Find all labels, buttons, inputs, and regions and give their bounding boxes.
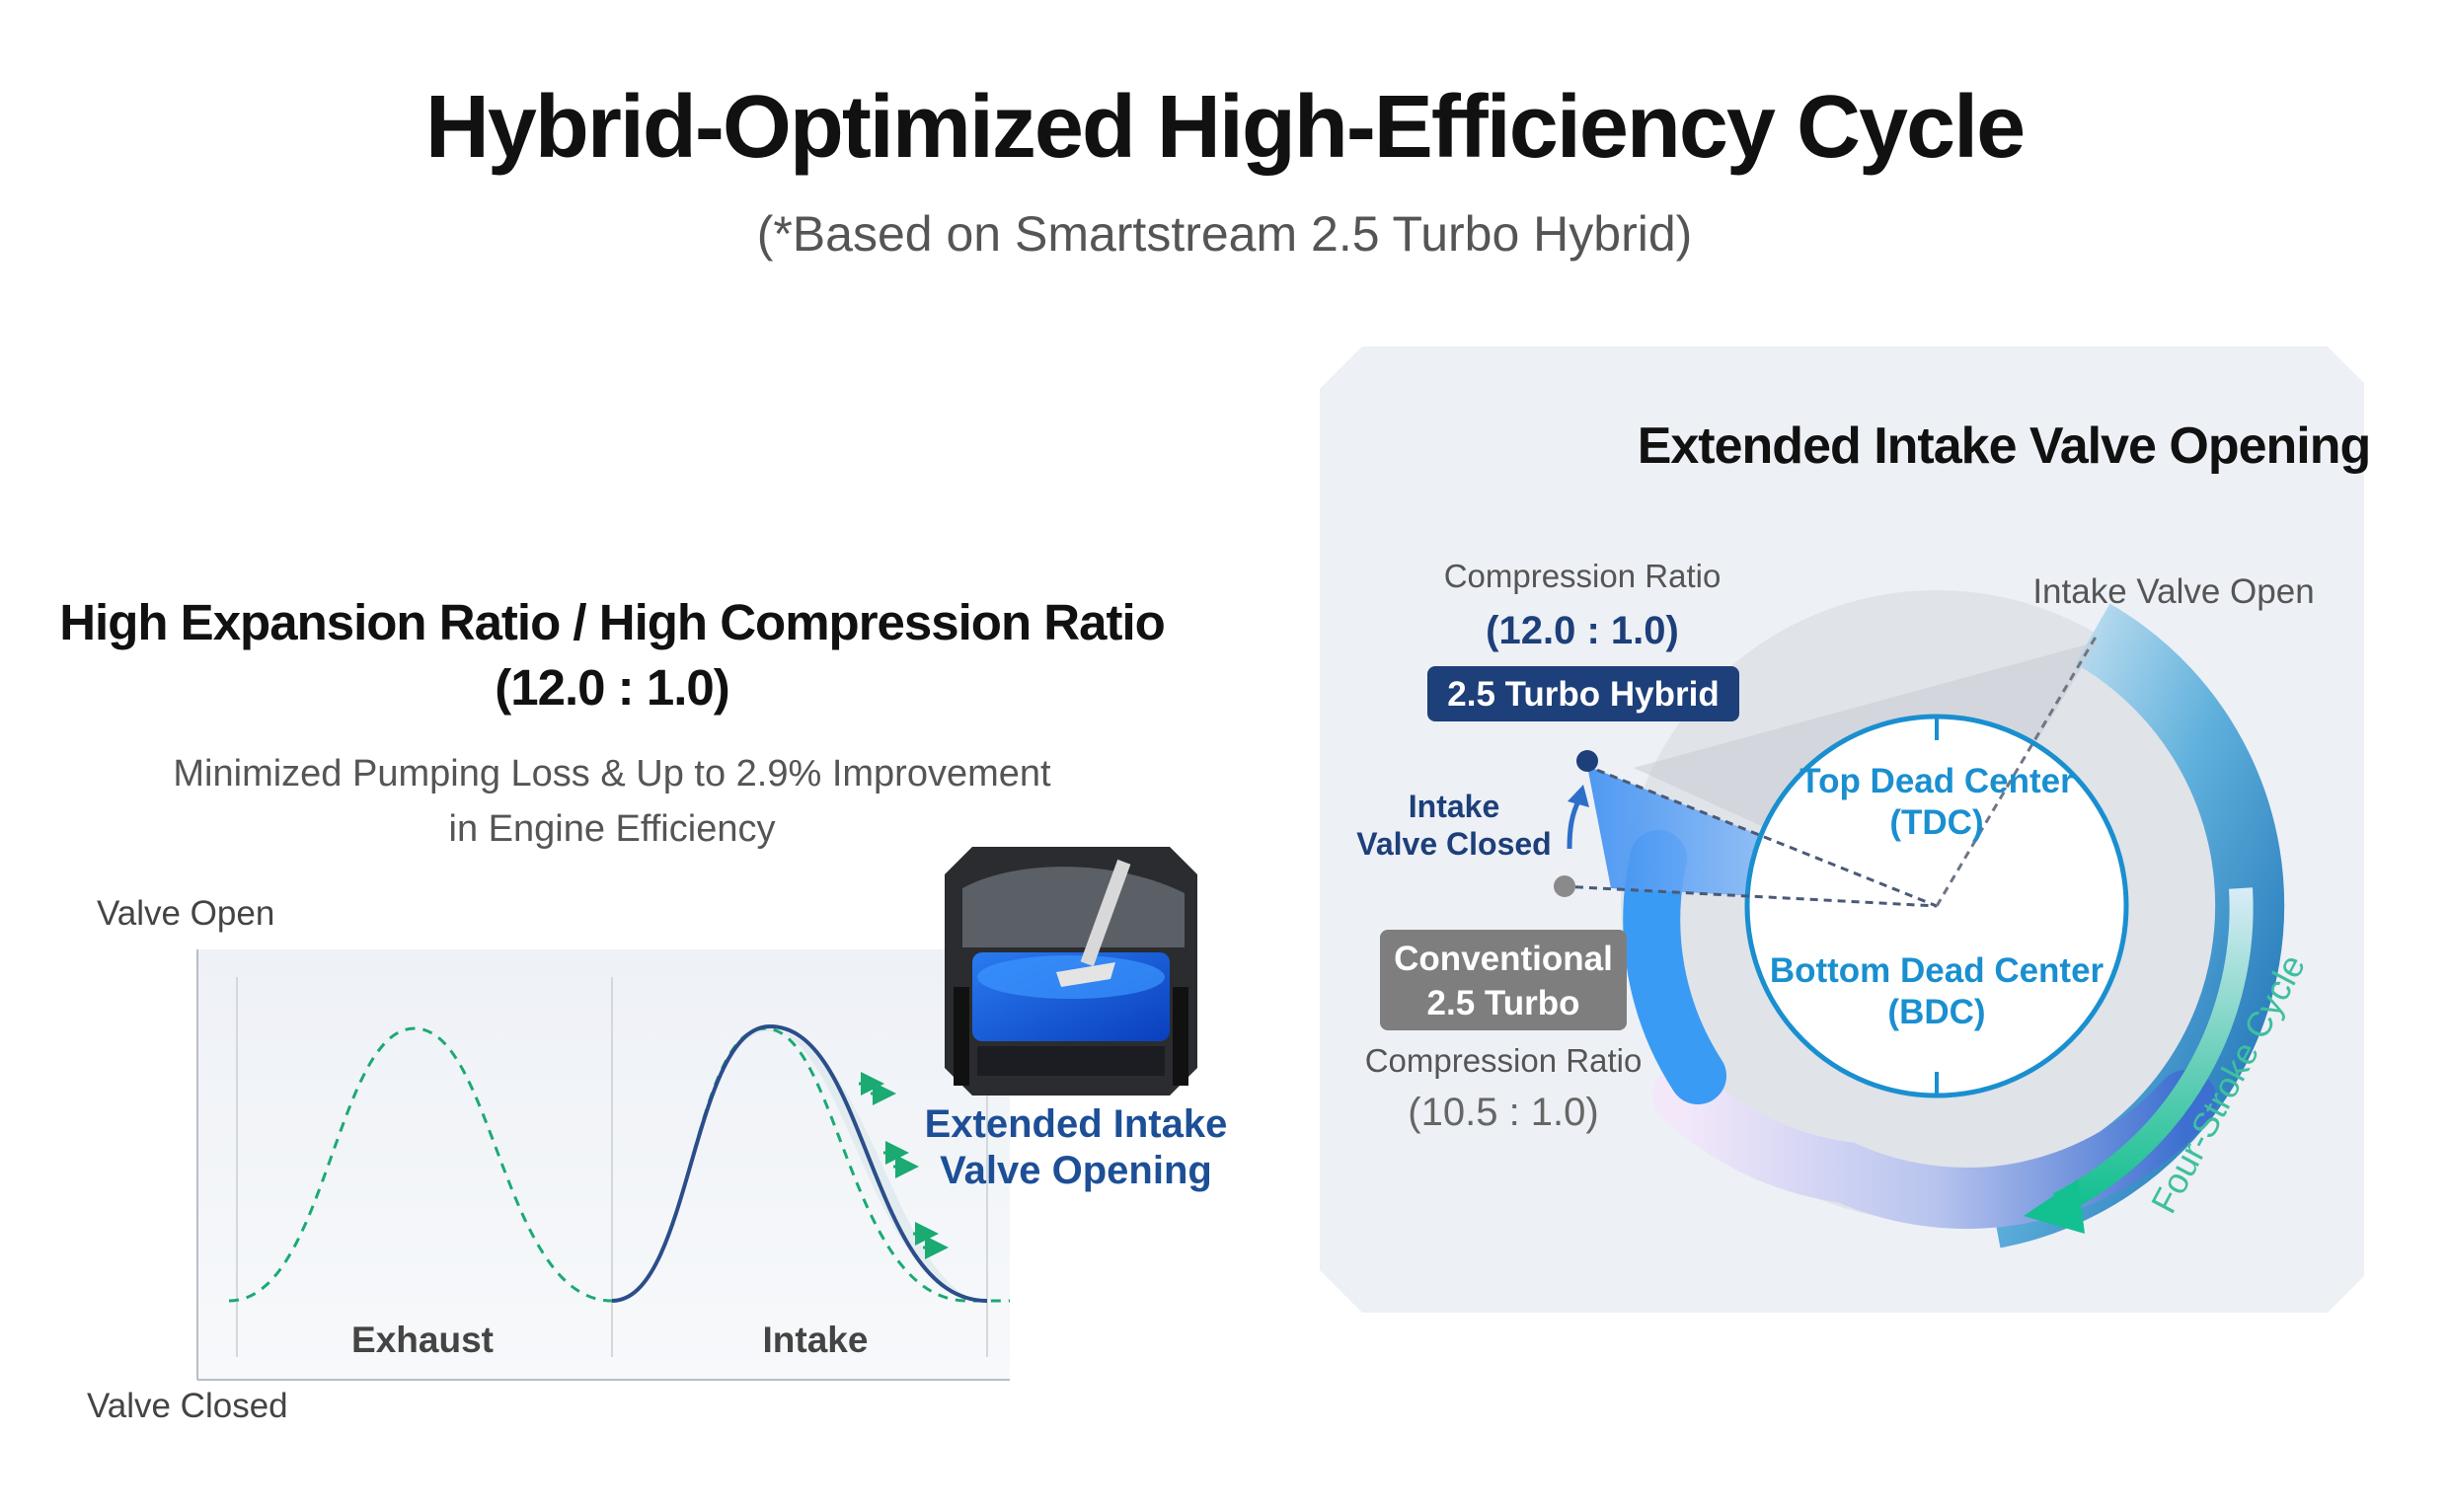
left-description: Minimized Pumping Loss & Up to 2.9% Impr… bbox=[39, 746, 1185, 857]
bdc-label-line1: Bottom Dead Center bbox=[1770, 951, 2105, 990]
left-section-title: High Expansion Ratio / High Compression … bbox=[39, 590, 1185, 720]
hybrid-ratio-value: (12.0 : 1.0) bbox=[1486, 609, 1679, 652]
tdc-label-line2: (TDC) bbox=[1889, 803, 1983, 842]
valve-closed-label: Valve Closed bbox=[87, 1387, 288, 1425]
ivc-label-line1: Intake bbox=[1409, 789, 1499, 824]
conventional-ivc-dot bbox=[1554, 875, 1575, 897]
ivo-line bbox=[1935, 633, 2100, 907]
conventional-ratio-value: (10.5 : 1.0) bbox=[1408, 1091, 1598, 1134]
hybrid-intake-curve bbox=[611, 1023, 988, 1303]
ivc-shift-arrowhead bbox=[1568, 785, 1589, 807]
left-title-line2: (12.0 : 1.0) bbox=[495, 659, 729, 716]
extended-intake-label: Extended Intake Valve Opening bbox=[908, 1101, 1244, 1194]
tdc-label-line1: Top Dead Center bbox=[1799, 762, 2074, 800]
hybrid-ratio-label: Compression Ratio bbox=[1444, 558, 1722, 594]
conventional-badge-line1: Conventional bbox=[1394, 940, 1613, 978]
page-title: Hybrid-Optimized High-Efficiency Cycle bbox=[424, 78, 2026, 177]
valve-open-label: Valve Open bbox=[97, 894, 275, 933]
extended-label-line2: Valve Opening bbox=[940, 1149, 1212, 1192]
engine-valve-image bbox=[945, 847, 1197, 1096]
page-subtitle: (*Based on Smartstream 2.5 Turbo Hybrid) bbox=[756, 206, 1693, 262]
hybrid-ivc-dot bbox=[1576, 750, 1598, 772]
chart-background bbox=[197, 949, 1010, 1380]
ivc-label-line2: Valve Closed bbox=[1356, 826, 1551, 862]
conventional-badge-line2: 2.5 Turbo bbox=[1427, 984, 1580, 1022]
bdc-label-line2: (BDC) bbox=[1887, 993, 1985, 1031]
conventional-ivc-line bbox=[1561, 884, 1938, 908]
left-desc-line1: Minimized Pumping Loss & Up to 2.9% Impr… bbox=[173, 753, 1051, 794]
extended-label-line1: Extended Intake bbox=[924, 1102, 1228, 1146]
ivo-label: Intake Valve Open bbox=[2032, 572, 2314, 611]
conventional-ratio-label: Compression Ratio bbox=[1365, 1042, 1643, 1079]
hybrid-badge-text: 2.5 Turbo Hybrid bbox=[1447, 675, 1720, 714]
conventional-badge bbox=[1380, 930, 1627, 1030]
left-title-line1: High Expansion Ratio / High Compression … bbox=[59, 594, 1166, 650]
left-desc-line2: in Engine Efficiency bbox=[448, 808, 776, 850]
exhaust-label: Exhaust bbox=[351, 1320, 494, 1360]
four-stroke-arrow bbox=[2052, 887, 2254, 1215]
exhaust-valve-curve bbox=[228, 1026, 613, 1303]
four-stroke-arrowhead bbox=[2024, 1179, 2085, 1234]
intake-label: Intake bbox=[763, 1320, 869, 1360]
hybrid-badge bbox=[1427, 666, 1739, 721]
right-section-title: Extended Intake Valve Opening bbox=[1637, 417, 2372, 475]
